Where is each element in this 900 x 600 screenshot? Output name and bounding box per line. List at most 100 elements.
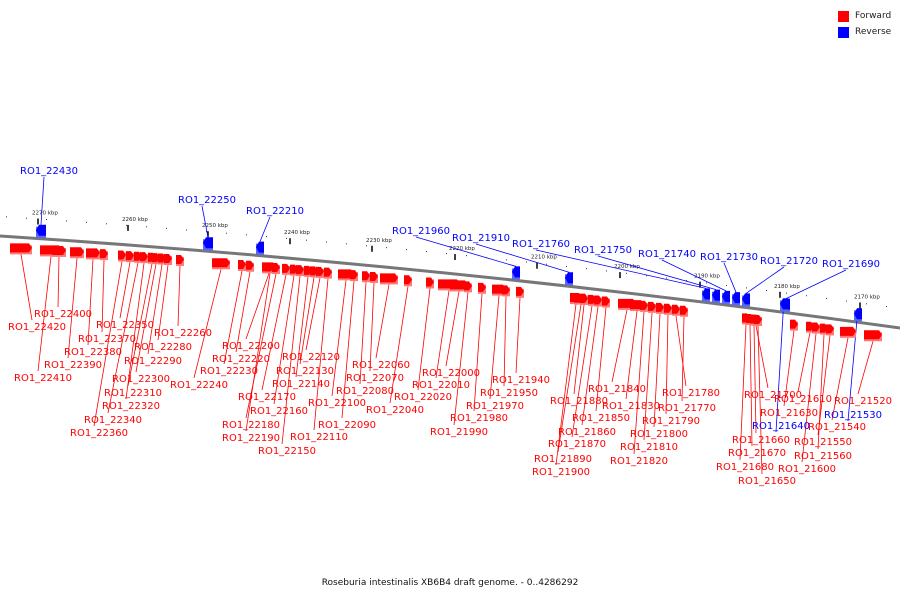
gene-arrow-ro1-21850[interactable] — [602, 296, 610, 306]
gene-label-ro1-22290[interactable]: RO1_22290 — [124, 356, 182, 367]
gene-arrow-ro1-21950[interactable] — [502, 285, 510, 295]
gene-arrow-ro1-21960[interactable] — [512, 266, 520, 278]
gene-label-ro1-22070[interactable]: RO1_22070 — [346, 373, 404, 384]
gene-arrow-ro1-21720[interactable] — [742, 293, 750, 305]
gene-label-ro1-21950[interactable]: RO1_21950 — [480, 388, 538, 399]
gene-label-ro1-22220[interactable]: RO1_22220 — [212, 354, 270, 365]
gene-arrow-ro1-21940[interactable] — [516, 286, 524, 296]
gene-label-ro1-21830[interactable]: RO1_21830 — [602, 401, 660, 412]
gene-arrow-ro1-21650[interactable] — [754, 314, 762, 324]
gene-label-ro1-21610[interactable]: RO1_21610 — [774, 394, 832, 405]
gene-label-ro1-21770[interactable]: RO1_21770 — [658, 403, 716, 414]
gene-label-ro1-21900[interactable]: RO1_21900 — [532, 467, 590, 478]
gene-label-ro1-21880[interactable]: RO1_21880 — [550, 396, 608, 407]
gene-label-ro1-21660[interactable]: RO1_21660 — [732, 435, 790, 446]
gene-arrow-ro1-21540[interactable] — [840, 326, 856, 336]
gene-label-ro1-21680[interactable]: RO1_21680 — [716, 462, 774, 473]
gene-arrow-ro1-21790[interactable] — [664, 303, 672, 313]
gene-label-ro1-21750[interactable]: RO1_21750 — [574, 245, 632, 256]
gene-label-ro1-21870[interactable]: RO1_21870 — [548, 439, 606, 450]
gene-arrow-ro1-22180[interactable] — [272, 262, 280, 272]
gene-label-ro1-21550[interactable]: RO1_21550 — [794, 437, 852, 448]
gene-arrow-ro1-22320[interactable] — [140, 252, 148, 262]
gene-label-ro1-21630[interactable]: RO1_21630 — [760, 408, 818, 419]
gene-arrow-ro1-21860[interactable] — [594, 295, 602, 305]
gene-label-ro1-21640[interactable]: RO1_21640 — [752, 421, 810, 432]
gene-arrow-ro1-22390[interactable] — [70, 247, 84, 257]
gene-label-ro1-22420[interactable]: RO1_22420 — [8, 322, 66, 333]
gene-label-ro1-22200[interactable]: RO1_22200 — [222, 341, 280, 352]
gene-label-ro1-22400[interactable]: RO1_22400 — [34, 309, 92, 320]
gene-label-ro1-21940[interactable]: RO1_21940 — [492, 375, 550, 386]
gene-label-ro1-21560[interactable]: RO1_21560 — [794, 451, 852, 462]
gene-label-ro1-21690[interactable]: RO1_21690 — [822, 259, 880, 270]
gene-label-ro1-22410[interactable]: RO1_22410 — [14, 373, 72, 384]
gene-label-ro1-22150[interactable]: RO1_22150 — [258, 446, 316, 457]
gene-arrow-ro1-21910[interactable] — [565, 272, 573, 284]
gene-arrow-ro1-22220[interactable] — [246, 260, 254, 270]
gene-label-ro1-22430[interactable]: RO1_22430 — [20, 166, 78, 177]
gene-arrow-ro1-22430[interactable] — [36, 224, 46, 236]
gene-label-ro1-22130[interactable]: RO1_22130 — [276, 366, 334, 377]
gene-arrow-ro1-22080[interactable] — [362, 271, 370, 281]
gene-arrow-ro1-21760[interactable] — [702, 288, 710, 300]
gene-label-ro1-21990[interactable]: RO1_21990 — [430, 427, 488, 438]
gene-arrow-ro1-22210[interactable] — [256, 241, 264, 253]
gene-arrow-ro1-21550[interactable] — [826, 324, 834, 334]
gene-label-ro1-22210[interactable]: RO1_22210 — [246, 206, 304, 217]
gene-arrow-ro1-22070[interactable] — [370, 271, 378, 281]
gene-arrow-ro1-21740[interactable] — [722, 290, 730, 302]
gene-label-ro1-22360[interactable]: RO1_22360 — [70, 428, 128, 439]
gene-label-ro1-22120[interactable]: RO1_22120 — [282, 352, 340, 363]
gene-label-ro1-22100[interactable]: RO1_22100 — [308, 398, 366, 409]
gene-arrow-ro1-22370[interactable] — [100, 249, 108, 259]
gene-label-ro1-21600[interactable]: RO1_21600 — [778, 464, 836, 475]
gene-arrow-ro1-22230[interactable] — [238, 260, 246, 270]
gene-arrow-ro1-22000[interactable] — [450, 280, 468, 290]
gene-label-ro1-21760[interactable]: RO1_21760 — [512, 239, 570, 250]
gene-label-ro1-22060[interactable]: RO1_22060 — [352, 360, 410, 371]
gene-arrow-ro1-21810[interactable] — [648, 301, 656, 311]
gene-label-ro1-21960[interactable]: RO1_21960 — [392, 226, 450, 237]
gene-arrow-ro1-21980[interactable] — [478, 282, 486, 292]
gene-arrow-ro1-22420[interactable] — [10, 243, 32, 253]
gene-label-ro1-21890[interactable]: RO1_21890 — [534, 454, 592, 465]
gene-arrow-ro1-21800[interactable] — [656, 302, 664, 312]
gene-arrow-ro1-21880[interactable] — [580, 293, 588, 303]
gene-label-ro1-22180[interactable]: RO1_22180 — [222, 420, 280, 431]
gene-arrow-ro1-21520[interactable] — [864, 330, 882, 340]
gene-arrow-ro1-22250[interactable] — [203, 237, 213, 249]
gene-arrow-ro1-22400[interactable] — [52, 245, 66, 255]
gene-label-ro1-21840[interactable]: RO1_21840 — [588, 384, 646, 395]
gene-label-ro1-21800[interactable]: RO1_21800 — [630, 429, 688, 440]
gene-arrow-ro1-21820[interactable] — [640, 300, 648, 310]
gene-label-ro1-21730[interactable]: RO1_21730 — [700, 252, 758, 263]
gene-arrow-ro1-22360[interactable] — [118, 250, 126, 260]
gene-arrow-ro1-21600[interactable] — [812, 322, 820, 332]
gene-arrow-ro1-21780[interactable] — [672, 304, 680, 314]
gene-label-ro1-22350[interactable]: RO1_22350 — [96, 320, 154, 331]
gene-label-ro1-21860[interactable]: RO1_21860 — [558, 427, 616, 438]
gene-label-ro1-22310[interactable]: RO1_22310 — [104, 388, 162, 399]
gene-label-ro1-21670[interactable]: RO1_21670 — [728, 448, 786, 459]
gene-label-ro1-22020[interactable]: RO1_22020 — [394, 392, 452, 403]
gene-label-ro1-21910[interactable]: RO1_21910 — [452, 233, 510, 244]
gene-label-ro1-22370[interactable]: RO1_22370 — [78, 334, 136, 345]
gene-label-ro1-21810[interactable]: RO1_21810 — [620, 442, 678, 453]
gene-label-ro1-22280[interactable]: RO1_22280 — [134, 342, 192, 353]
gene-label-ro1-21820[interactable]: RO1_21820 — [610, 456, 668, 467]
gene-label-ro1-22090[interactable]: RO1_22090 — [318, 420, 376, 431]
gene-label-ro1-21850[interactable]: RO1_21850 — [572, 413, 630, 424]
gene-label-ro1-21970[interactable]: RO1_21970 — [466, 401, 524, 412]
gene-arrow-ro1-21730[interactable] — [732, 292, 740, 304]
gene-label-ro1-22040[interactable]: RO1_22040 — [366, 405, 424, 416]
gene-arrow-ro1-21530[interactable] — [854, 308, 862, 320]
gene-label-ro1-22250[interactable]: RO1_22250 — [178, 195, 236, 206]
gene-label-ro1-21520[interactable]: RO1_21520 — [834, 396, 892, 407]
gene-arrow-ro1-22150[interactable] — [296, 265, 304, 275]
gene-label-ro1-22390[interactable]: RO1_22390 — [44, 360, 102, 371]
gene-arrow-ro1-21640[interactable] — [780, 298, 788, 310]
gene-arrow-ro1-22120[interactable] — [316, 266, 324, 276]
gene-arrow-ro1-21990[interactable] — [464, 281, 472, 291]
gene-arrow-ro1-22260[interactable] — [176, 254, 184, 264]
